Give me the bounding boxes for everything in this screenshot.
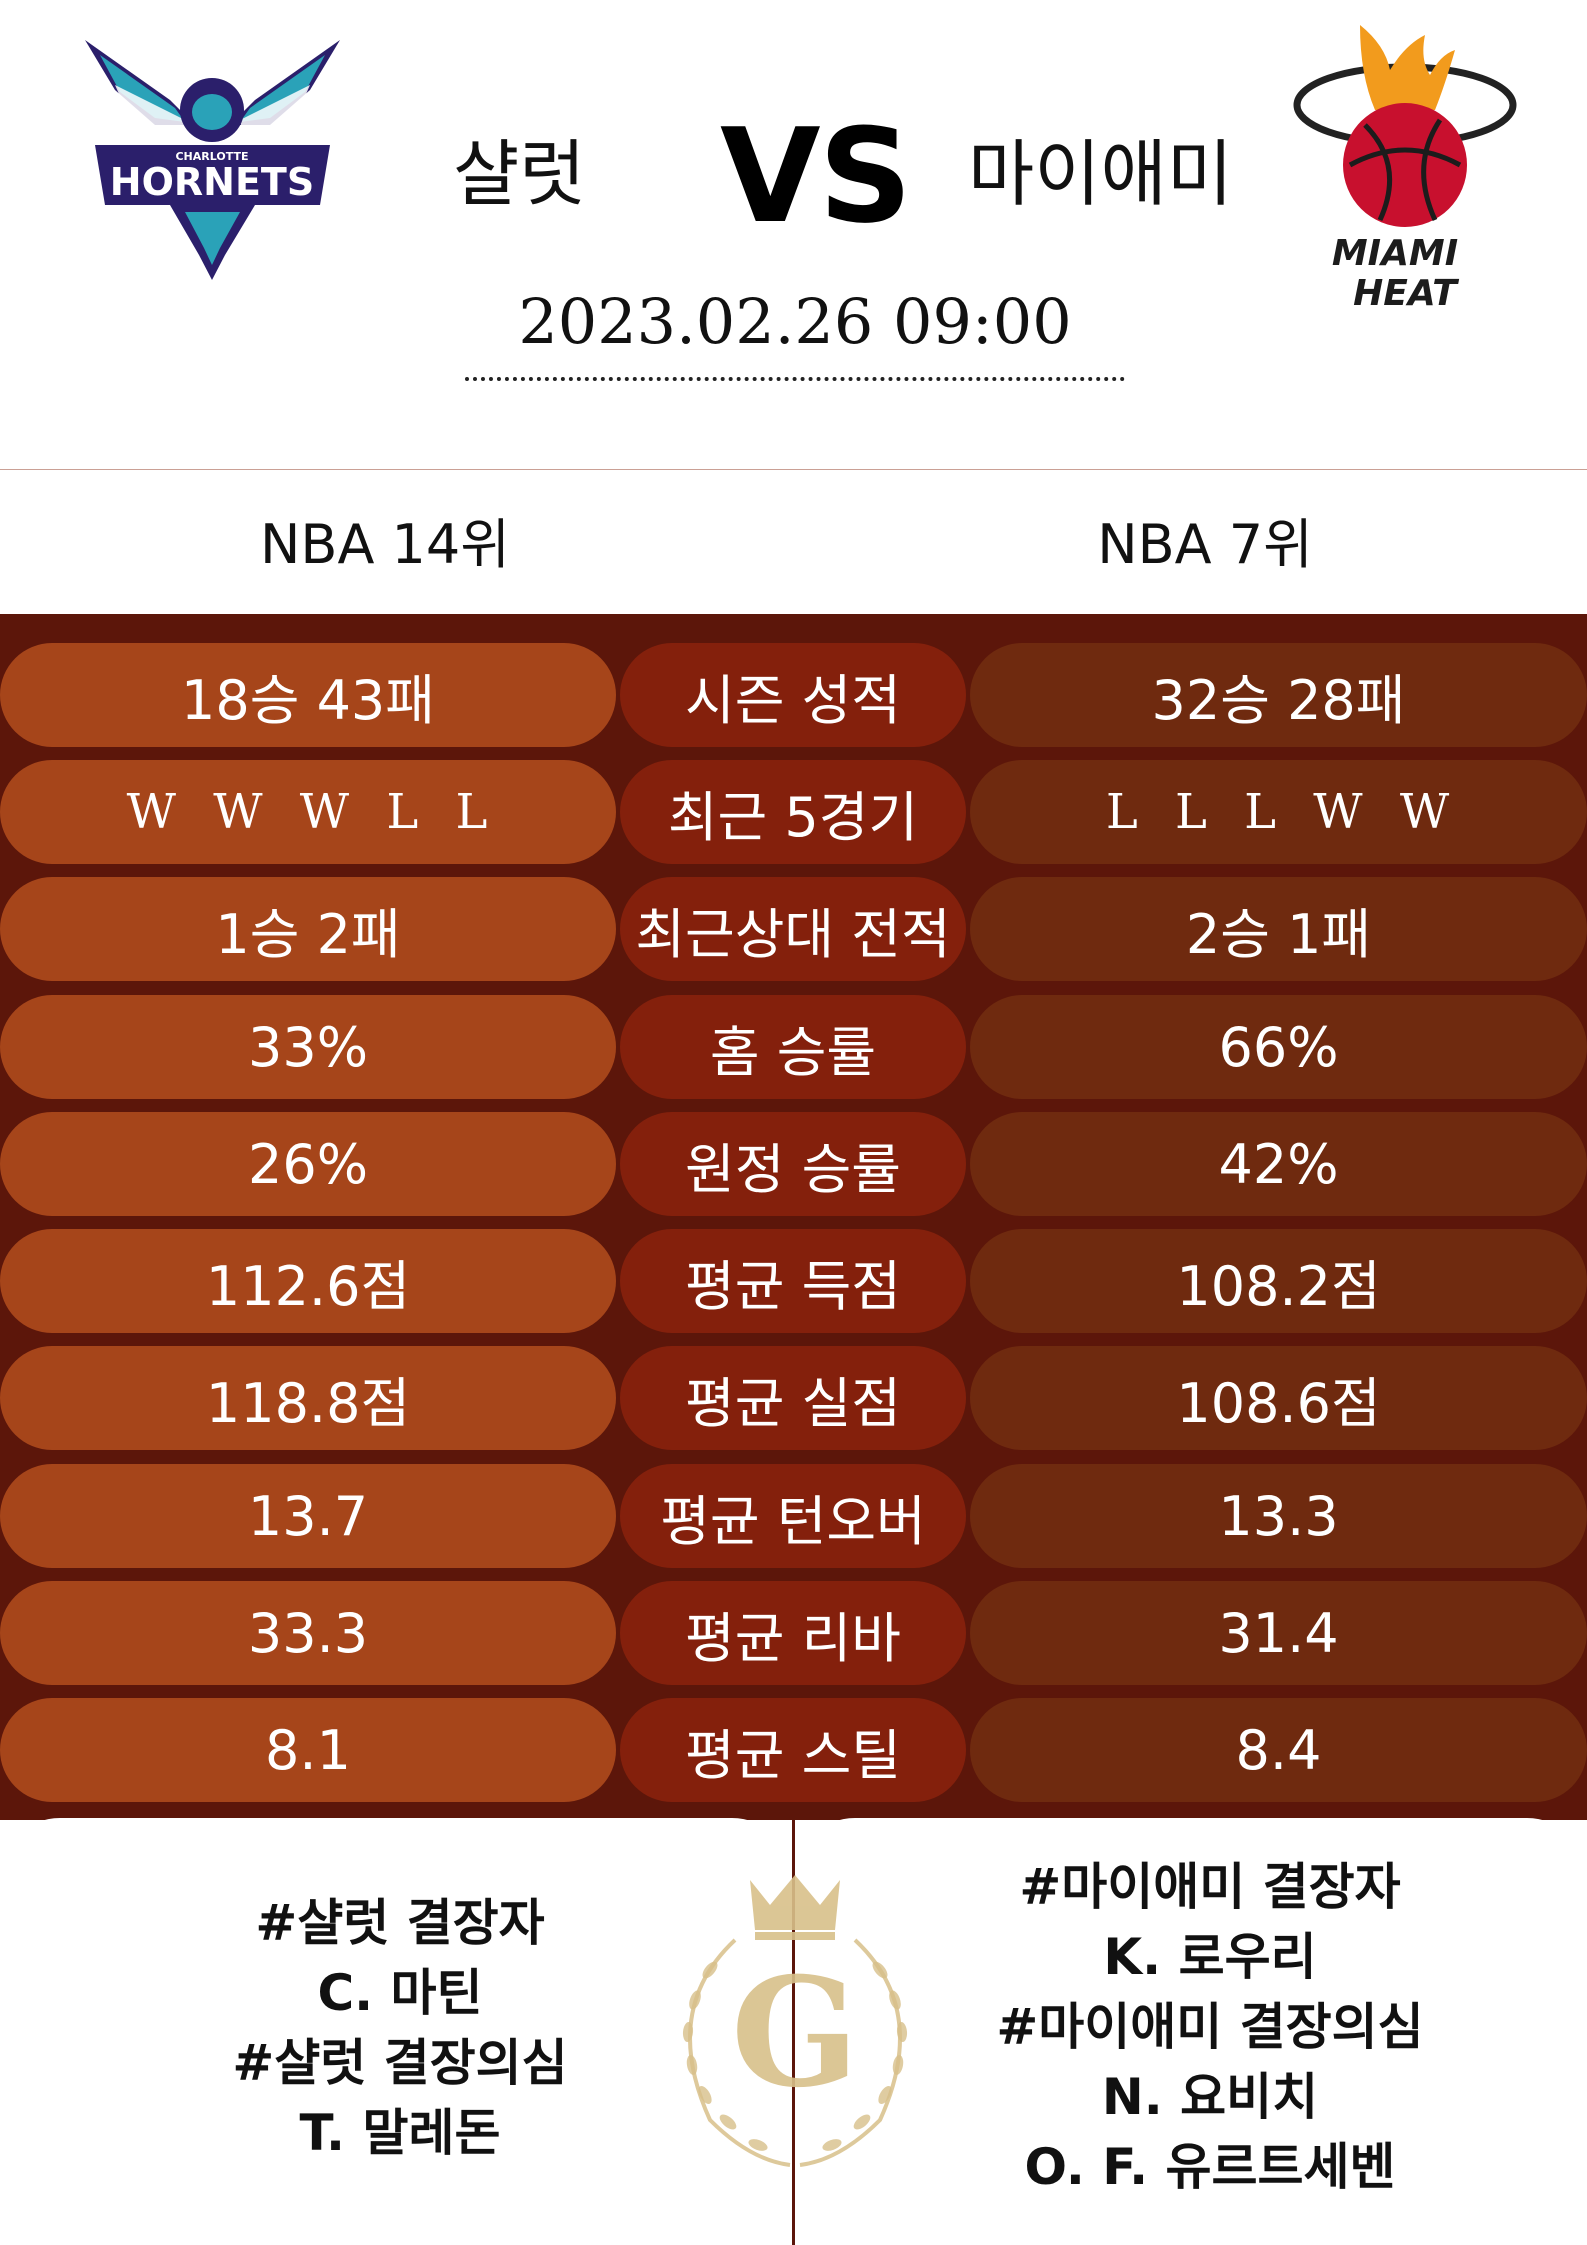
home-stat-value: 118.8점 xyxy=(0,1346,616,1450)
stat-row-home-win-rate: 33% 홈 승률 66% xyxy=(0,995,1587,1099)
hornets-logo-main-text: HORNETS xyxy=(110,160,314,204)
stat-label: 최근 5경기 xyxy=(620,760,966,864)
stat-row-avg-rebounds: 33.3 평균 리바 31.4 xyxy=(0,1581,1587,1685)
crown-laurel-emblem: G xyxy=(682,1875,908,2167)
home-doubtful-player: T. 말레돈 xyxy=(299,2104,501,2162)
away-stat-value: 13.3 xyxy=(970,1464,1587,1568)
home-stat-value: 26% xyxy=(0,1112,616,1216)
stat-label: 평균 리바 xyxy=(620,1581,966,1685)
away-stat-value: 32승 28패 xyxy=(970,643,1587,747)
stat-label: 평균 턴오버 xyxy=(620,1464,966,1568)
heat-logo-text-miami: MIAMI xyxy=(1332,233,1458,274)
emblem-letter: G xyxy=(731,1945,859,2121)
away-stat-value: 31.4 xyxy=(970,1581,1587,1685)
stat-row-avg-allowed: 118.8점 평균 실점 108.6점 xyxy=(0,1346,1587,1450)
home-rank: NBA 14위 xyxy=(260,513,510,576)
stat-label: 홈 승률 xyxy=(620,995,966,1099)
away-rank: NBA 7위 xyxy=(1097,513,1313,576)
hornets-logo-top-text: CHARLOTTE xyxy=(175,150,248,163)
away-stat-value: 8.4 xyxy=(970,1698,1587,1802)
home-stat-value: 8.1 xyxy=(0,1698,616,1802)
away-absent-heading: #마이애미 결장자 xyxy=(1019,1858,1401,1916)
home-absent-player: C. 마틴 xyxy=(317,1964,483,2022)
away-absences-list: #마이애미 결장자 K. 로우리 #마이애미 결장의심 N. 요비치 O. F.… xyxy=(900,1852,1520,2202)
stat-label: 평균 스틸 xyxy=(620,1698,966,1802)
home-stat-value: 1승 2패 xyxy=(0,877,616,981)
stat-label: 최근상대 전적 xyxy=(620,877,966,981)
home-stat-value: 33% xyxy=(0,995,616,1099)
away-team-name: 마이애미 xyxy=(968,132,1233,216)
stat-row-avg-steals: 8.1 평균 스틸 8.4 xyxy=(0,1698,1587,1802)
date-underline xyxy=(465,377,1125,381)
header: CHARLOTTE HORNETS 샬럿 VS 마이애미 MIAMI HEAT … xyxy=(0,0,1587,470)
heat-logo-text-heat: HEAT xyxy=(1353,273,1459,314)
away-stat-value: L L L W W xyxy=(970,760,1587,864)
away-absences-panel xyxy=(795,1818,1587,2245)
home-doubtful-heading: #샬럿 결장의심 xyxy=(232,2034,568,2092)
home-stat-value: 13.7 xyxy=(0,1464,616,1568)
home-absences-panel xyxy=(0,1818,792,2245)
section-divider xyxy=(0,469,1587,470)
stat-label: 평균 득점 xyxy=(620,1229,966,1333)
hornets-logo: CHARLOTTE HORNETS xyxy=(85,40,340,280)
stat-label: 원정 승률 xyxy=(620,1112,966,1216)
home-stat-value: 18승 43패 xyxy=(0,643,616,747)
home-absences-list: #샬럿 결장자 C. 마틴 #샬럿 결장의심 T. 말레돈 xyxy=(110,1888,690,2168)
stat-row-head-to-head: 1승 2패 최근상대 전적 2승 1패 xyxy=(0,877,1587,981)
away-stat-value: 108.6점 xyxy=(970,1346,1587,1450)
home-stat-value: 33.3 xyxy=(0,1581,616,1685)
home-stat-value: W W W L L xyxy=(0,760,616,864)
heat-logo: MIAMI HEAT xyxy=(1293,25,1517,314)
stat-label: 평균 실점 xyxy=(620,1346,966,1450)
home-absent-heading: #샬럿 결장자 xyxy=(255,1894,545,1952)
away-absent-player: K. 로우리 xyxy=(1103,1928,1317,1986)
away-doubtful-heading: #마이애미 결장의심 xyxy=(996,1998,1424,2056)
away-stat-value: 108.2점 xyxy=(970,1229,1587,1333)
stat-row-recent-5: W W W L L 최근 5경기 L L L W W xyxy=(0,760,1587,864)
home-stat-value: 112.6점 xyxy=(0,1229,616,1333)
stat-row-away-win-rate: 26% 원정 승률 42% xyxy=(0,1112,1587,1216)
panel-separator xyxy=(792,1818,795,2245)
stat-label: 시즌 성적 xyxy=(620,643,966,747)
home-team-name: 샬럿 xyxy=(453,132,586,216)
stat-row-avg-turnovers: 13.7 평균 턴오버 13.3 xyxy=(0,1464,1587,1568)
away-doubtful-player: N. 요비치 xyxy=(1101,2068,1319,2126)
stat-row-avg-points: 112.6점 평균 득점 108.2점 xyxy=(0,1229,1587,1333)
stats-table: 18승 43패 시즌 성적 32승 28패 W W W L L 최근 5경기 L… xyxy=(0,614,1587,1820)
away-stat-value: 66% xyxy=(970,995,1587,1099)
away-doubtful-player: O. F. 유르트세벤 xyxy=(1024,2138,1396,2196)
vs-label: VS xyxy=(720,100,912,252)
away-stat-value: 2승 1패 xyxy=(970,877,1587,981)
match-datetime: 2023.02.26 09:00 xyxy=(518,285,1072,358)
stat-row-season-record: 18승 43패 시즌 성적 32승 28패 xyxy=(0,643,1587,747)
away-stat-value: 42% xyxy=(970,1112,1587,1216)
